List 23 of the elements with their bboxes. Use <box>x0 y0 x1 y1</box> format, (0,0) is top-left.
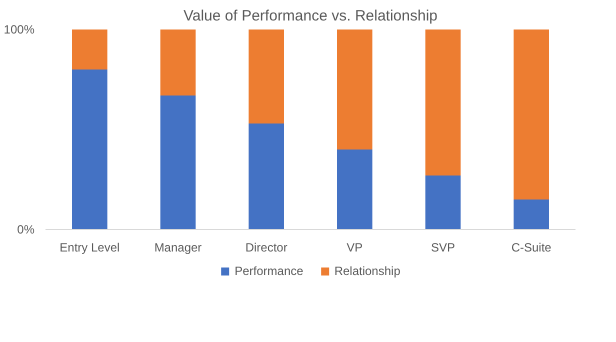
bar <box>337 30 372 150</box>
x-tick-label: SVP <box>430 240 456 254</box>
legend-label: Relationship <box>334 264 400 278</box>
y-tick-label: 0% <box>17 222 35 236</box>
bar <box>425 30 461 176</box>
bar <box>72 70 108 230</box>
bar <box>514 200 549 230</box>
x-tick-label: Manager <box>154 240 202 254</box>
y-tick-label: 100% <box>4 22 35 36</box>
bar <box>160 30 196 96</box>
x-tick-label: C-Suite <box>511 240 552 254</box>
legend-label: Performance <box>234 264 304 278</box>
bar <box>248 124 284 230</box>
x-tick-label: Entry Level <box>60 240 120 254</box>
bar <box>72 30 108 70</box>
chart-title: Value of Performance vs. Relationship <box>183 8 438 24</box>
bar <box>425 176 461 230</box>
x-tick-label: Director <box>245 240 288 254</box>
bar <box>248 30 284 124</box>
x-tick-label: VP <box>346 240 363 254</box>
bar <box>160 96 196 230</box>
bar <box>514 30 549 200</box>
bar <box>337 150 372 230</box>
